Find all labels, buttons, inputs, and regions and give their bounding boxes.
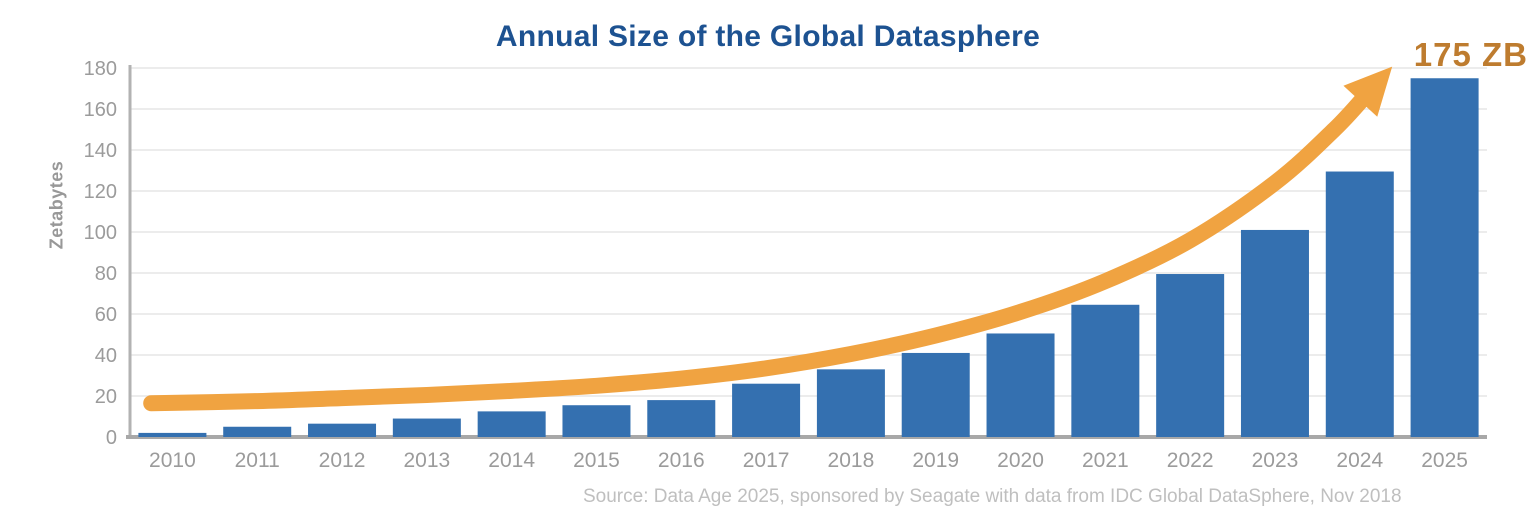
y-tick-label-20: 20 bbox=[95, 386, 117, 408]
bar-2011 bbox=[223, 426, 292, 437]
source-caption: Source: Data Age 2025, sponsored by Seag… bbox=[583, 486, 1402, 507]
y-tick-label-180: 180 bbox=[84, 58, 117, 80]
bar-2020 bbox=[986, 333, 1055, 437]
x-tick-label-2015: 2015 bbox=[573, 449, 620, 472]
bar-2022 bbox=[1156, 274, 1225, 437]
x-tick-label-2019: 2019 bbox=[912, 449, 959, 472]
bar-2016 bbox=[647, 400, 716, 437]
y-tick-label-140: 140 bbox=[84, 140, 117, 162]
bar-2010 bbox=[138, 432, 207, 437]
bar-2021 bbox=[1071, 304, 1140, 437]
y-tick-label-120: 120 bbox=[84, 181, 117, 203]
bar-2019 bbox=[901, 352, 970, 437]
x-tick-label-2013: 2013 bbox=[403, 449, 450, 472]
x-tick-label-2018: 2018 bbox=[828, 449, 875, 472]
y-tick-label-160: 160 bbox=[84, 99, 117, 121]
trend-arrow bbox=[143, 66, 1393, 412]
bar-2018 bbox=[816, 369, 885, 437]
x-tick-label-2017: 2017 bbox=[743, 449, 790, 472]
annotation-175zb: 175 ZB bbox=[1413, 36, 1528, 73]
x-tick-label-2021: 2021 bbox=[1082, 449, 1129, 472]
y-tick-label-100: 100 bbox=[84, 222, 117, 244]
bar-2023 bbox=[1240, 229, 1309, 437]
bar-2024 bbox=[1325, 171, 1394, 437]
bar-2017 bbox=[732, 383, 801, 437]
bar-2025 bbox=[1410, 78, 1479, 437]
bar-2015 bbox=[562, 405, 631, 437]
x-tick-label-2010: 2010 bbox=[149, 449, 196, 472]
x-tick-label-2024: 2024 bbox=[1336, 449, 1383, 472]
bar-2012 bbox=[308, 423, 377, 437]
x-tick-label-2014: 2014 bbox=[488, 449, 535, 472]
y-tick-label-0: 0 bbox=[106, 427, 117, 449]
x-tick-label-2012: 2012 bbox=[319, 449, 366, 472]
x-tick-label-2022: 2022 bbox=[1167, 449, 1214, 472]
x-tick-label-2020: 2020 bbox=[997, 449, 1044, 472]
x-tick-label-2023: 2023 bbox=[1252, 449, 1299, 472]
x-tick-label-2025: 2025 bbox=[1421, 449, 1468, 472]
bar-2013 bbox=[392, 418, 461, 437]
chart-title: Annual Size of the Global Datasphere bbox=[495, 20, 1041, 53]
bar-2014 bbox=[477, 411, 546, 437]
y-tick-label-60: 60 bbox=[95, 304, 117, 326]
y-tick-label-80: 80 bbox=[95, 263, 117, 285]
x-tick-label-2011: 2011 bbox=[235, 449, 280, 472]
x-tick-label-2016: 2016 bbox=[658, 449, 705, 472]
y-tick-label-40: 40 bbox=[95, 345, 117, 367]
